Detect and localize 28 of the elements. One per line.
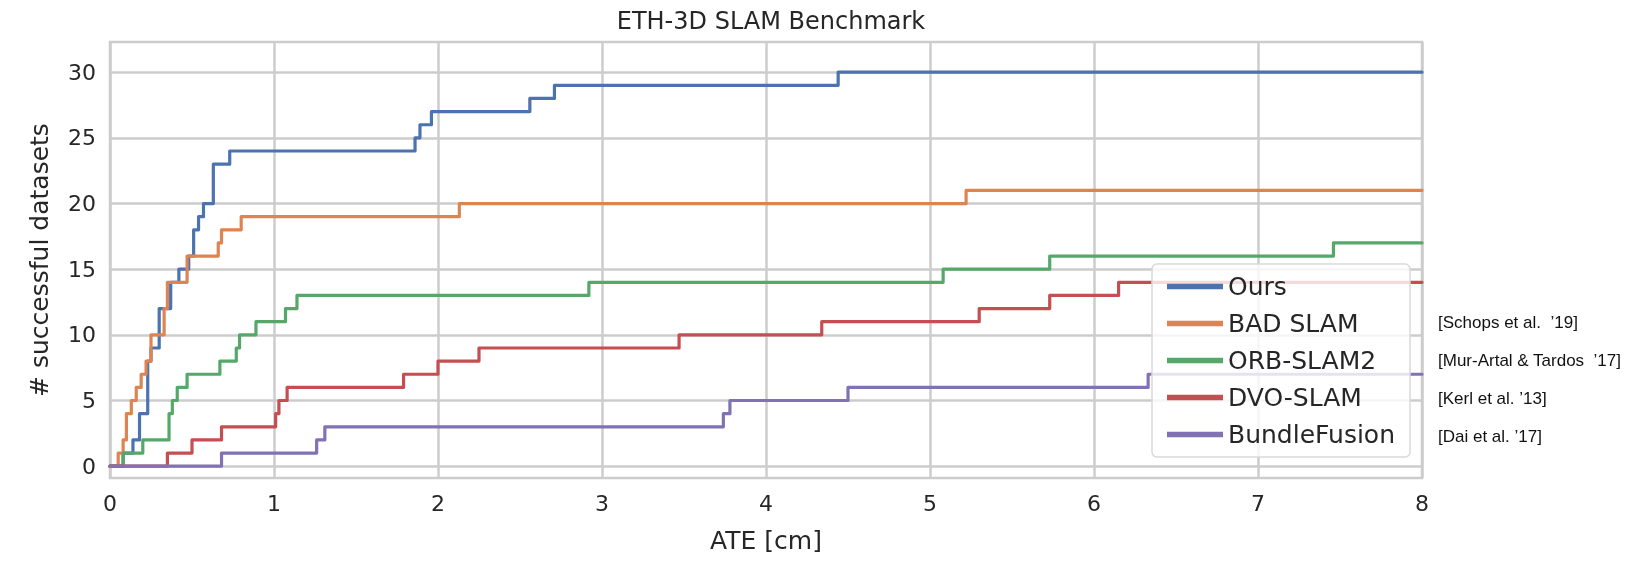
x-tick-label: 3	[595, 490, 609, 516]
y-tick-label: 30	[68, 59, 96, 85]
x-axis-title: ATE [cm]	[710, 526, 822, 555]
legend-label: BAD SLAM	[1228, 309, 1359, 338]
y-tick-label: 10	[68, 322, 96, 348]
y-tick-label: 15	[68, 256, 96, 282]
x-tick-label: 2	[431, 490, 445, 516]
x-tick-label: 6	[1087, 490, 1101, 516]
y-tick-label: 20	[68, 191, 96, 217]
x-tick-label: 0	[103, 490, 117, 516]
x-tick-label: 7	[1251, 490, 1265, 516]
legend-label: ORB-SLAM2	[1228, 346, 1377, 375]
y-tick-label: 25	[68, 125, 96, 151]
x-tick-label: 8	[1415, 490, 1429, 516]
x-tick-label: 4	[759, 490, 773, 516]
text: [Kerl et al. ’13]	[1438, 389, 1547, 408]
legend-label: DVO-SLAM	[1228, 383, 1362, 412]
x-tick-label: 1	[267, 490, 281, 516]
x-tick-label: 5	[923, 490, 937, 516]
legend-label: Ours	[1228, 272, 1287, 301]
y-tick-label: 5	[82, 388, 96, 414]
text: [Dai et al. ’17]	[1438, 427, 1542, 446]
text: [Mur-Artal & Tardos ’17]	[1438, 351, 1621, 370]
chart-title: ETH-3D SLAM Benchmark	[616, 7, 926, 35]
y-tick-label: 0	[82, 453, 96, 479]
y-axis-title: # successful datasets	[25, 123, 54, 397]
legend-label: BundleFusion	[1228, 420, 1396, 449]
text: [Schops et al. ’19]	[1438, 313, 1578, 332]
